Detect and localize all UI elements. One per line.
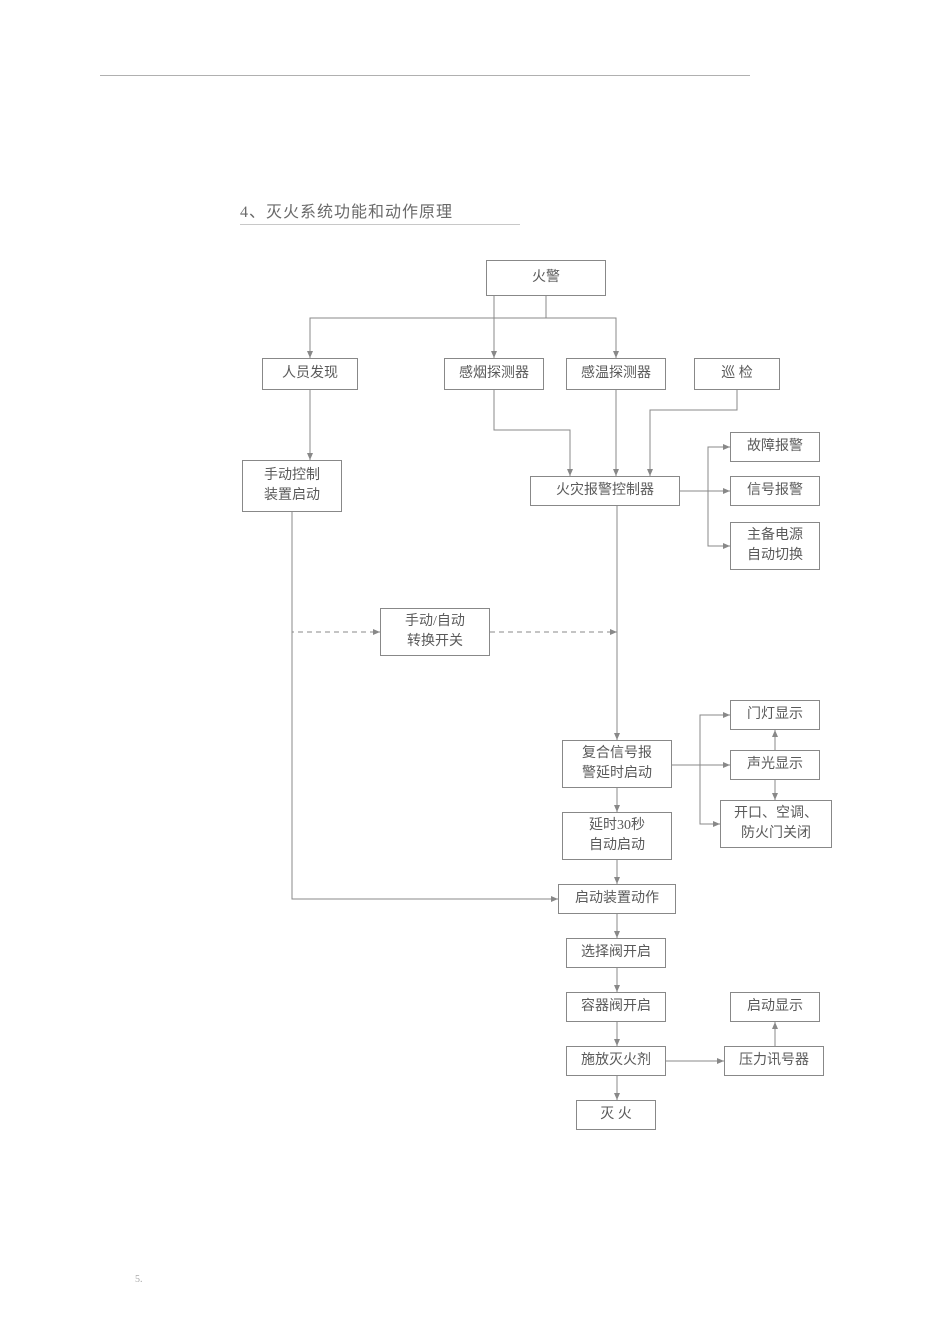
edge-manual-mode_switch_dashed [292, 512, 380, 632]
node-delay30: 延时30秒 自动启动 [562, 812, 672, 860]
edge-patrol-controller_junction [650, 390, 737, 476]
node-sound_light: 声光显示 [730, 750, 820, 780]
node-manual: 手动控制 装置启动 [242, 460, 342, 512]
node-signal_alarm: 信号报警 [730, 476, 820, 506]
node-controller: 火灾报警控制器 [530, 476, 680, 506]
footnote-5: 5. [135, 1274, 143, 1285]
node-power_switch: 主备电源 自动切换 [730, 522, 820, 570]
node-mode_switch: 手动/自动 转换开关 [380, 608, 490, 656]
edge-manual-start_action_long [292, 512, 558, 899]
edge-controller-fault [680, 447, 730, 491]
edge-smoke-controller [494, 390, 570, 476]
node-start_display: 启动显示 [730, 992, 820, 1022]
node-start_action: 启动装置动作 [558, 884, 676, 914]
node-person: 人员发现 [262, 358, 358, 390]
edge-compound-close_doors_branch [700, 765, 720, 824]
node-fault: 故障报警 [730, 432, 820, 462]
section-title: 4、灭火系统功能和动作原理 [240, 198, 520, 225]
node-close_doors: 开口、空调、 防火门关闭 [720, 800, 832, 848]
node-extinguish: 灭 火 [576, 1100, 656, 1130]
node-container: 容器阀开启 [566, 992, 666, 1022]
edge-compound-door_light_branch [700, 715, 730, 765]
node-patrol: 巡 检 [694, 358, 780, 390]
node-door_light: 门灯显示 [730, 700, 820, 730]
node-select_valve: 选择阀开启 [566, 938, 666, 968]
node-compound: 复合信号报 警延时启动 [562, 740, 672, 788]
node-release: 施放灭火剂 [566, 1046, 666, 1076]
edge-fire-heat [546, 296, 616, 358]
top-rule [100, 75, 750, 76]
node-smoke: 感烟探测器 [444, 358, 544, 390]
node-fire: 火警 [486, 260, 606, 296]
edge-controller-power_switch [680, 491, 730, 546]
edge-fire-person [310, 296, 546, 358]
node-pressure: 压力讯号器 [724, 1046, 824, 1076]
node-heat: 感温探测器 [566, 358, 666, 390]
